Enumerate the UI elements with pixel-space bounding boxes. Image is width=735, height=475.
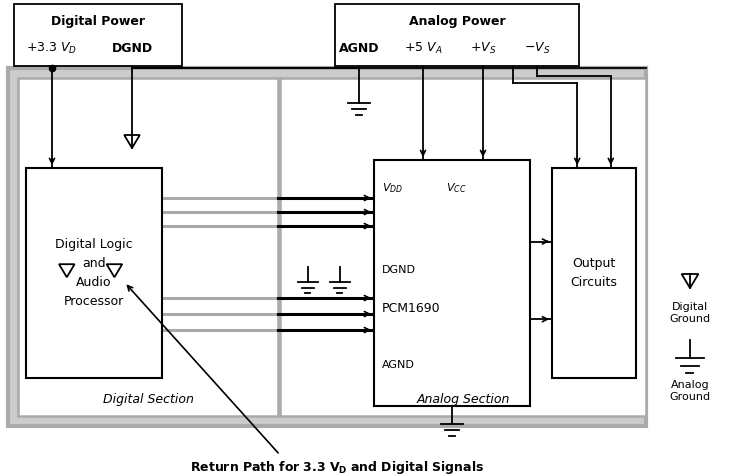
Bar — [374, 160, 530, 406]
Text: $+V_S$: $+V_S$ — [470, 40, 496, 56]
Text: PCM1690: PCM1690 — [382, 302, 440, 314]
Bar — [14, 4, 182, 66]
Text: AGND: AGND — [382, 360, 415, 370]
Text: $\mathbf{Return\ Path\ for\ 3.3\ V_D\ and\ Digital\ Signals}$: $\mathbf{Return\ Path\ for\ 3.3\ V_D\ an… — [190, 458, 484, 475]
Text: DGND: DGND — [112, 41, 153, 55]
Text: Digital Section: Digital Section — [103, 393, 193, 407]
Text: $-V_S$: $-V_S$ — [524, 40, 551, 56]
Text: Digital Power: Digital Power — [51, 16, 145, 28]
Text: Digital Logic
and
Audio
Processor: Digital Logic and Audio Processor — [55, 238, 133, 308]
Text: DGND: DGND — [382, 265, 416, 275]
Bar — [8, 68, 646, 426]
Text: Analog Power: Analog Power — [409, 16, 505, 28]
Text: $V_{DD}$: $V_{DD}$ — [382, 181, 404, 195]
Text: Digital
Ground: Digital Ground — [670, 302, 711, 323]
Text: $+3.3\ V_D$: $+3.3\ V_D$ — [26, 40, 78, 56]
Text: AGND: AGND — [339, 41, 379, 55]
Text: Output
Circuits: Output Circuits — [570, 257, 617, 289]
Bar — [335, 4, 579, 66]
Text: Analog Section: Analog Section — [416, 393, 509, 407]
Bar — [280, 78, 646, 416]
Text: $+5\ V_A$: $+5\ V_A$ — [404, 40, 442, 56]
Bar — [552, 168, 636, 378]
Text: $V_{CC}$: $V_{CC}$ — [446, 181, 467, 195]
Text: Analog
Ground: Analog Ground — [670, 380, 711, 401]
Bar — [18, 78, 278, 416]
Bar — [26, 168, 162, 378]
